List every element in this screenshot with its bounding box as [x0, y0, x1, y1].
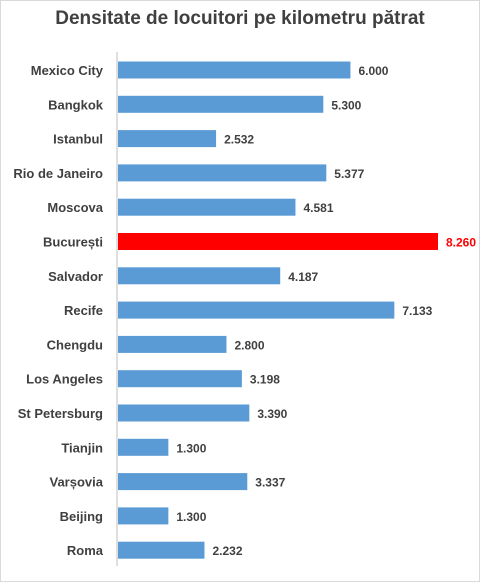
category-label: Los Angeles: [26, 372, 103, 387]
bar: [118, 233, 438, 250]
category-label: Rio de Janeiro: [13, 166, 103, 181]
category-label: Tianjin: [61, 440, 103, 455]
value-label: 5.300: [331, 98, 361, 112]
value-label: 8.260: [446, 236, 476, 250]
bar: [118, 473, 248, 491]
bar: [118, 301, 395, 319]
category-label: St Petersburg: [18, 406, 103, 421]
bar: [118, 335, 227, 353]
bar: [118, 164, 327, 182]
category-label: Mexico City: [31, 63, 104, 78]
value-label: 2.532: [224, 133, 254, 147]
value-label: 2.800: [234, 338, 264, 352]
category-label: Istanbul: [53, 132, 103, 147]
bar: [118, 541, 205, 559]
value-label: 3.337: [255, 476, 285, 490]
category-label: Salvador: [48, 269, 103, 284]
value-label: 4.187: [288, 270, 318, 284]
bar: [118, 61, 351, 79]
category-label: Varșovia: [50, 475, 104, 490]
bar: [118, 198, 296, 216]
bar: [118, 267, 281, 285]
bar: [118, 95, 324, 113]
value-label: 5.377: [334, 167, 364, 181]
value-label: 2.232: [212, 544, 242, 558]
category-label: Moscova: [47, 200, 103, 215]
value-label: 6.000: [358, 64, 388, 78]
bar: [118, 370, 242, 388]
category-label: București: [43, 235, 103, 250]
category-label: Roma: [67, 543, 104, 558]
category-label: Chengdu: [47, 337, 103, 352]
chart-title: Densitate de locuitori pe kilometru pătr…: [55, 8, 425, 29]
category-label: Beijing: [60, 509, 103, 524]
bar: [118, 130, 217, 148]
value-label: 1.300: [176, 441, 206, 455]
value-label: 4.581: [303, 201, 333, 215]
category-label: Bangkok: [48, 97, 104, 112]
value-label: 3.198: [250, 373, 280, 387]
value-label: 7.133: [402, 304, 432, 318]
value-label: 3.390: [257, 407, 287, 421]
value-label: 1.300: [176, 510, 206, 524]
bar: [118, 438, 169, 456]
bar: [118, 507, 169, 525]
category-label: Recife: [64, 303, 103, 318]
bar: [118, 404, 250, 422]
